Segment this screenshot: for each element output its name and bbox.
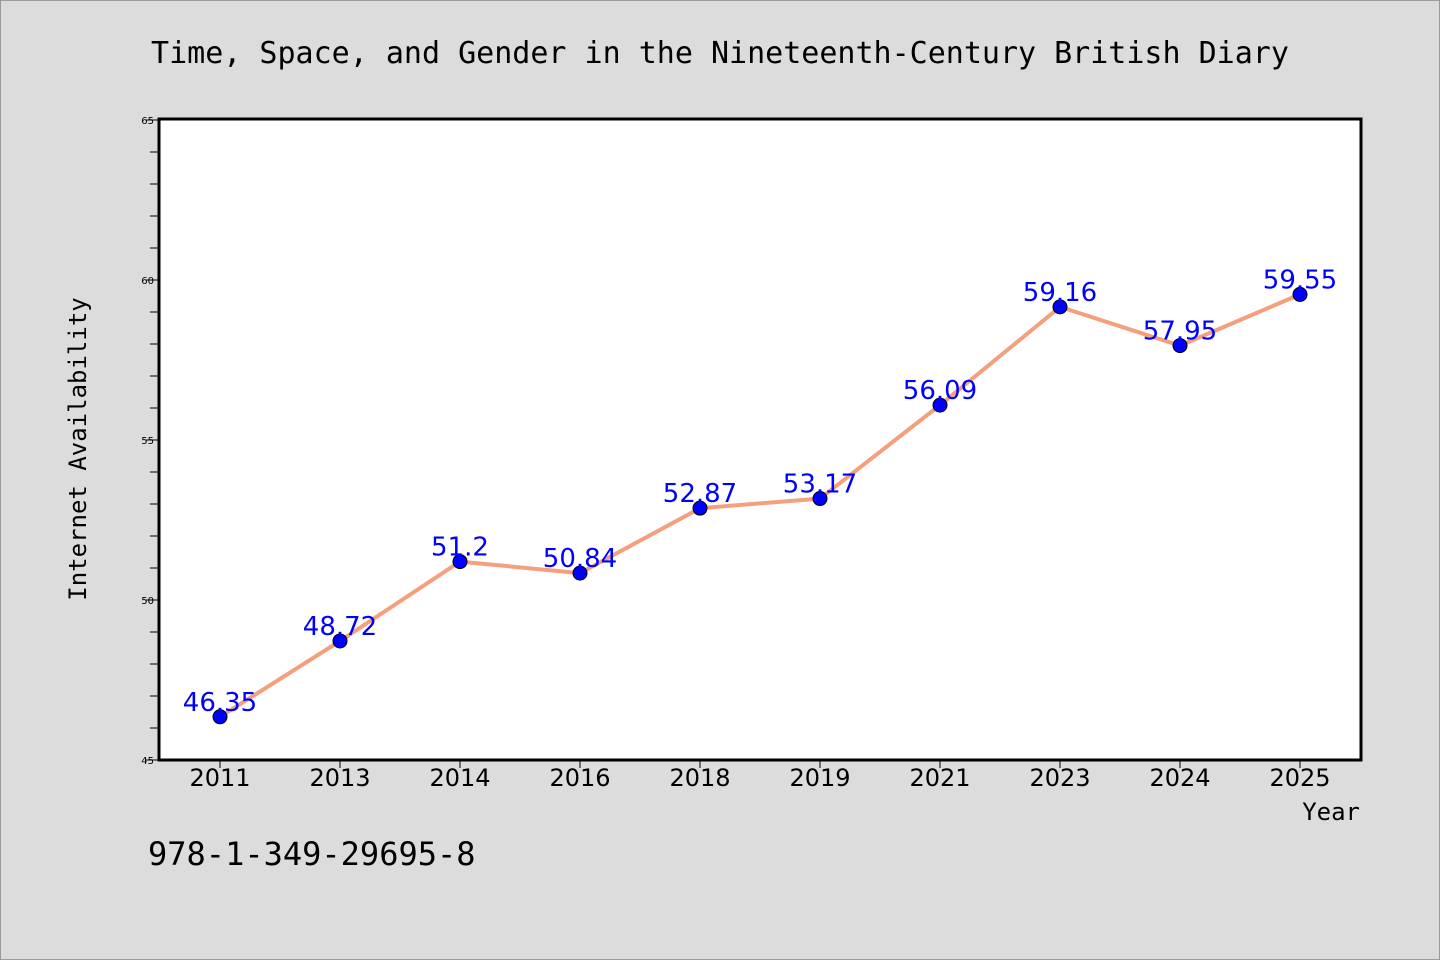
x-tick-label: 2013	[309, 764, 370, 792]
x-axis-label: Year	[1302, 798, 1360, 826]
x-tick-label: 2018	[669, 764, 730, 792]
data-point	[812, 491, 828, 507]
y-tick-label: 55	[141, 436, 154, 447]
data-point	[1052, 299, 1068, 315]
series-line	[218, 292, 1302, 719]
x-tick-label: 2019	[789, 764, 850, 792]
data-label: 52.87	[663, 479, 737, 509]
y-tick-label: 65	[141, 116, 154, 127]
data-label: 59.55	[1263, 265, 1337, 295]
y-axis-label: Internet Availability	[64, 297, 92, 600]
x-tick-label: 2011	[189, 764, 250, 792]
x-tick-label: 2014	[429, 764, 490, 792]
data-label: 46.35	[183, 688, 257, 718]
x-tick-label: 2025	[1269, 764, 1330, 792]
x-axis: 2011 2013 2014 2016 2018 2019 2021 2023 2024 2025	[189, 761, 1331, 792]
data-point	[692, 500, 708, 516]
data-point	[932, 397, 948, 413]
data-point	[1292, 286, 1308, 302]
data-label: 51.2	[431, 533, 489, 563]
y-tick-label: 60	[141, 276, 154, 287]
data-point	[332, 633, 348, 649]
data-label: 48.72	[303, 612, 377, 642]
chart-title: Time, Space, and Gender in the Nineteent…	[151, 36, 1289, 71]
data-label: 50.84	[543, 544, 617, 574]
data-point	[452, 554, 468, 570]
x-tick-label: 2016	[549, 764, 610, 792]
x-tick-label: 2021	[909, 764, 970, 792]
data-label: 59.16	[1023, 278, 1097, 308]
y-axis: 45 50 55 60 65	[141, 116, 158, 767]
data-label: 53.17	[783, 470, 857, 500]
series-group: 46.35 48.72 51.2 50.84 52.87 53.17 56.09 59.16 5…	[183, 265, 1337, 725]
data-label: 57.95	[1143, 317, 1217, 347]
data-point	[1172, 338, 1188, 354]
data-point	[572, 565, 588, 581]
data-label: 56.09	[903, 376, 977, 406]
plot-area	[157, 117, 1363, 762]
isbn-text: 978-1-349-29695-8	[148, 835, 476, 873]
x-tick-label: 2024	[1149, 764, 1210, 792]
data-point	[212, 709, 228, 725]
y-tick-label: 45	[141, 756, 154, 767]
y-tick-label: 50	[141, 596, 154, 607]
x-tick-label: 2023	[1029, 764, 1090, 792]
